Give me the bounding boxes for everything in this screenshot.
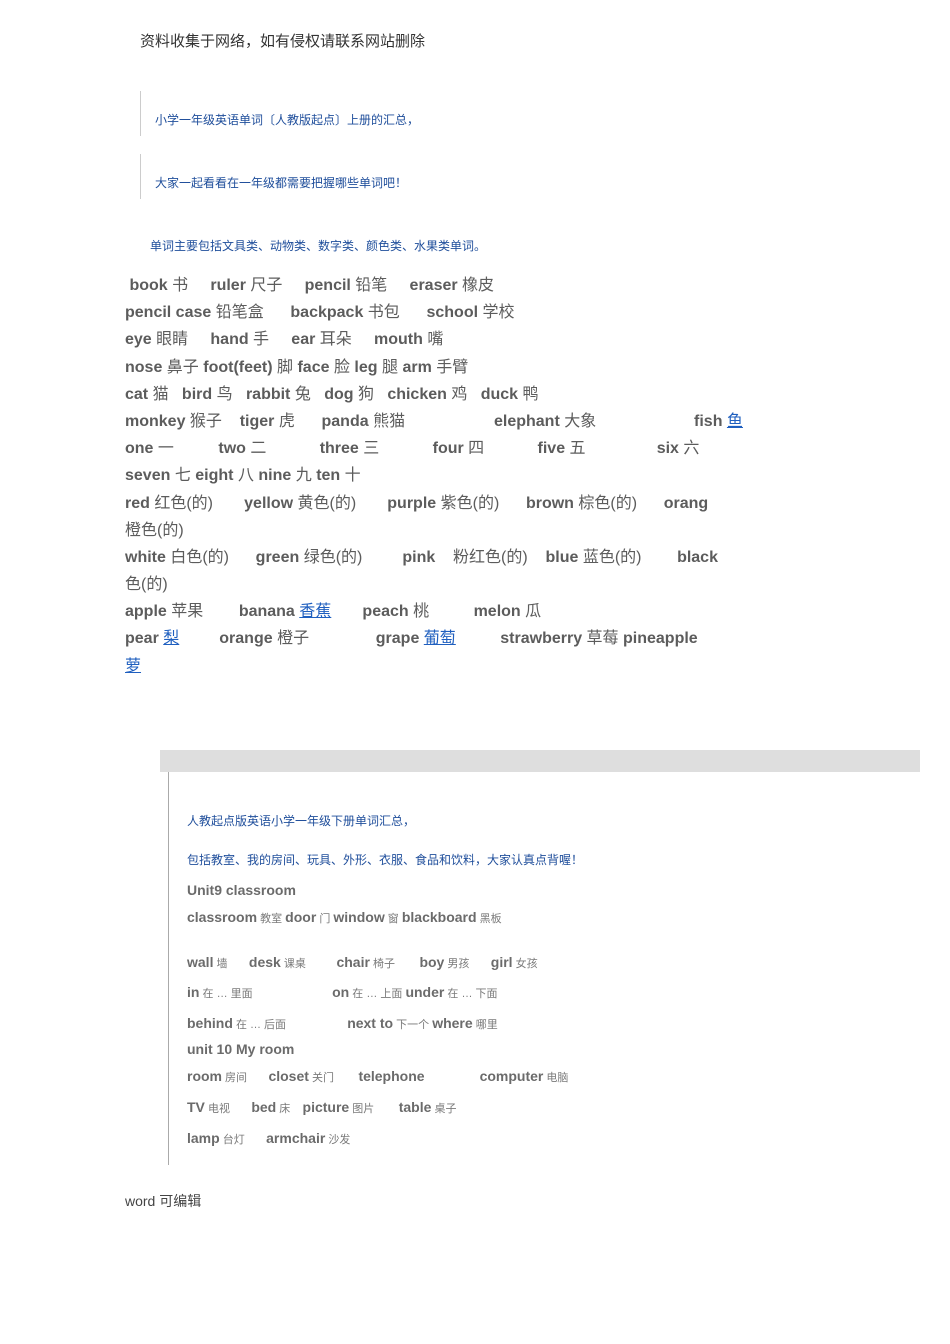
box-title-1: 人教起点版英语小学一年级下册单词汇总， — [187, 812, 920, 829]
unit9-title: Unit9 classroom — [187, 882, 920, 898]
lower-section-wrap: 人教起点版英语小学一年级下册单词汇总， 包括教室、我的房间、玩具、外形、衣服、食… — [140, 750, 920, 1166]
lower-box: 人教起点版英语小学一年级下册单词汇总， 包括教室、我的房间、玩具、外形、衣服、食… — [168, 772, 920, 1166]
vocab-section-upper: book 书 ruler 尺子 pencil 铅笔 eraser 橡皮penci… — [125, 272, 920, 680]
box-row6: TV 电视 bed 床 picture 图片 table 桌子 — [187, 1092, 920, 1123]
box-row2: wall 墙 desk 课桌 chair 椅子 boy 男孩 girl 女孩 — [187, 947, 920, 978]
box-row3: in 在 … 里面 on 在 … 上面 under 在 … 下面 — [187, 977, 920, 1008]
header-note: 资料收集于网络，如有侵权请联系网站删除 — [140, 30, 920, 51]
box-row4: behind 在 … 后面 next to 下一个 where 哪里 — [187, 1008, 920, 1039]
intro-line-1: 小学一年级英语单词〔人教版起点〕上册的汇总， — [140, 91, 419, 136]
gray-bar — [160, 750, 920, 772]
intro-text-1: 小学一年级英语单词〔人教版起点〕上册的汇总， — [155, 111, 419, 128]
intro-text-2: 大家一起看看在一年级都需要把握哪些单词吧！ — [155, 174, 407, 191]
box-row7: lamp 台灯 armchair 沙发 — [187, 1123, 920, 1154]
box-row5: room 房间 closet 关门 telephone computer 电脑 — [187, 1061, 920, 1092]
intro-line-2: 大家一起看看在一年级都需要把握哪些单词吧！ — [140, 154, 407, 199]
box-title-2: 包括教室、我的房间、玩具、外形、衣服、食品和饮料，大家认真点背喔！ — [187, 851, 920, 868]
intro-text-3: 单词主要包括文具类、动物类、数字类、颜色类、水果类单词。 — [150, 237, 920, 254]
box-row1: classroom 教室 door 门 window 窗 blackboard … — [187, 902, 920, 933]
unit10-title: unit 10 My room — [187, 1041, 920, 1057]
footer-text: word 可编辑 — [125, 1191, 920, 1211]
